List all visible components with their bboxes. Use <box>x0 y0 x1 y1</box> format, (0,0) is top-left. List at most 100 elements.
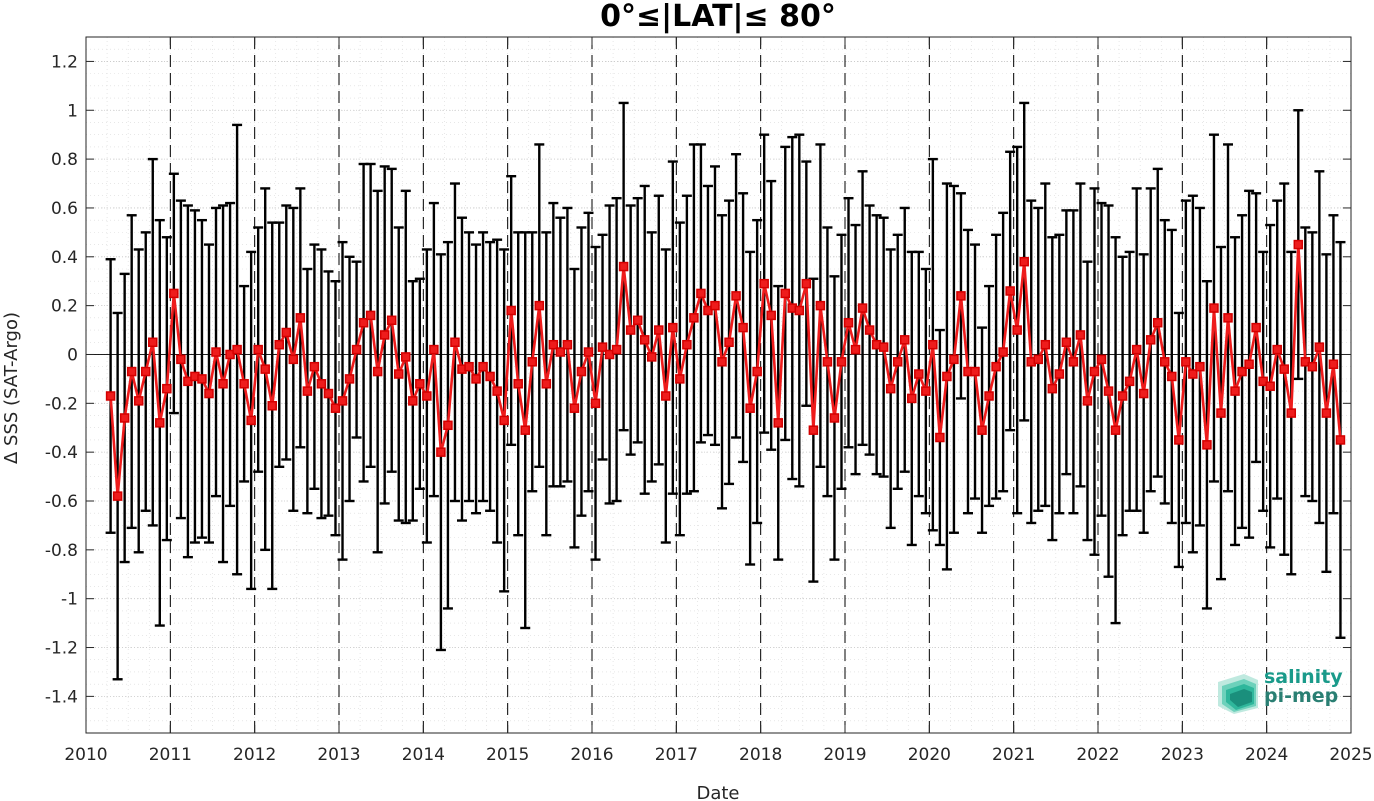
x-tick-label: 2018 <box>739 745 782 765</box>
data-point-marker <box>717 357 727 367</box>
y-tick-label: -1 <box>61 590 78 610</box>
data-point-marker <box>639 335 650 345</box>
data-point-marker <box>836 357 847 367</box>
data-point-marker <box>703 305 713 316</box>
data-point-marker <box>921 386 931 396</box>
data-point-marker <box>1244 359 1254 369</box>
data-point-marker <box>1047 383 1058 394</box>
data-point-marker <box>956 291 966 301</box>
data-point-marker <box>801 278 812 289</box>
y-tick-label: -0.6 <box>45 492 78 512</box>
data-point-marker <box>260 364 270 374</box>
data-point-marker <box>899 335 910 345</box>
data-point-marker <box>281 327 292 338</box>
data-point-marker <box>1258 376 1268 387</box>
data-point-marker <box>288 354 299 365</box>
data-point-marker <box>1089 366 1100 377</box>
data-point-marker <box>1237 366 1247 377</box>
data-point-marker <box>1110 425 1121 435</box>
data-point-marker <box>1181 357 1191 367</box>
data-point-marker <box>907 393 917 404</box>
data-point-marker <box>204 388 214 399</box>
data-point-marker <box>1040 339 1051 350</box>
data-point-marker <box>597 342 608 352</box>
data-point-marker <box>148 337 158 348</box>
logo-line2: pi-mep <box>1264 685 1339 707</box>
data-point-marker <box>1188 369 1198 379</box>
data-point-marker <box>1328 359 1339 369</box>
year-dashed-lines <box>169 37 1268 733</box>
x-tick-label: 2013 <box>317 745 360 765</box>
data-point-marker <box>478 361 488 372</box>
data-point-marker <box>1293 239 1304 250</box>
data-point-marker <box>1152 317 1163 328</box>
data-point-marker <box>183 376 193 387</box>
x-axis-ticks: 2010 2011 2012 2013 2014 2015 2016 2017 2018 2019… <box>64 37 1373 765</box>
data-point-marker <box>274 339 285 350</box>
data-point-marker <box>935 432 945 443</box>
data-point-marker <box>850 344 861 355</box>
y-tick-label: 0 <box>67 345 78 365</box>
x-tick-label: 2023 <box>1161 745 1204 765</box>
data-point-marker <box>794 305 805 316</box>
data-point-marker <box>661 391 671 401</box>
data-point-marker <box>555 347 566 357</box>
data-point-marker <box>140 366 151 377</box>
data-point-marker <box>211 347 221 357</box>
data-point-marker <box>590 398 601 409</box>
data-point-marker <box>949 354 959 365</box>
y-axis-label: Δ SSS (SAT-Argo) <box>1 312 22 464</box>
data-point-marker <box>675 374 685 384</box>
data-point-marker <box>408 396 418 406</box>
data-point-marker <box>133 396 144 406</box>
data-point-marker <box>1335 435 1346 445</box>
x-tick-label: 2016 <box>570 745 613 765</box>
data-point-marker <box>710 300 720 311</box>
x-tick-label: 2022 <box>1076 745 1119 765</box>
data-point-marker <box>155 418 165 428</box>
data-point-marker <box>520 425 530 435</box>
data-point-marker <box>386 315 397 326</box>
data-point-marker <box>309 361 320 372</box>
data-point-marker <box>1174 435 1184 445</box>
data-point-marker <box>1300 357 1311 367</box>
data-point-marker <box>942 371 952 382</box>
data-point-marker <box>970 366 980 377</box>
data-point-marker <box>436 447 446 457</box>
data-point-marker <box>1103 386 1114 396</box>
x-tick-label: 2025 <box>1329 745 1372 765</box>
data-point-marker <box>682 339 692 350</box>
data-point-marker <box>977 425 987 435</box>
y-tick-label: 0.8 <box>51 150 78 170</box>
data-point-marker <box>1272 344 1282 355</box>
x-tick-label: 2015 <box>486 745 529 765</box>
data-point-marker <box>176 354 186 365</box>
x-tick-label: 2017 <box>655 745 698 765</box>
x-tick-label: 2014 <box>402 745 445 765</box>
data-point-marker <box>724 337 734 348</box>
data-point-marker <box>632 315 643 326</box>
errorbars <box>105 101 1346 681</box>
y-tick-label: 1 <box>67 101 78 121</box>
data-point-marker <box>401 352 411 362</box>
data-point-marker <box>548 339 559 350</box>
data-point-marker <box>253 344 263 355</box>
data-point-marker <box>892 357 903 367</box>
logo-icon <box>1218 674 1258 714</box>
data-point-marker <box>344 374 355 384</box>
plot-frame <box>85 36 1352 734</box>
data-point-marker <box>316 379 327 389</box>
data-point-marker <box>1082 396 1093 406</box>
data-point-marker <box>471 374 481 384</box>
data-point-marker <box>604 349 615 360</box>
data-point-marker <box>1012 325 1022 335</box>
data-point-marker <box>379 330 390 340</box>
data-point-marker <box>878 342 889 352</box>
data-point-marker <box>562 339 573 350</box>
data-point-marker <box>618 261 629 272</box>
data-point-marker <box>1209 303 1219 313</box>
x-tick-label: 2010 <box>64 745 107 765</box>
data-point-marker <box>1096 354 1107 365</box>
data-point-marker <box>1195 361 1205 372</box>
data-point-marker <box>393 369 404 379</box>
